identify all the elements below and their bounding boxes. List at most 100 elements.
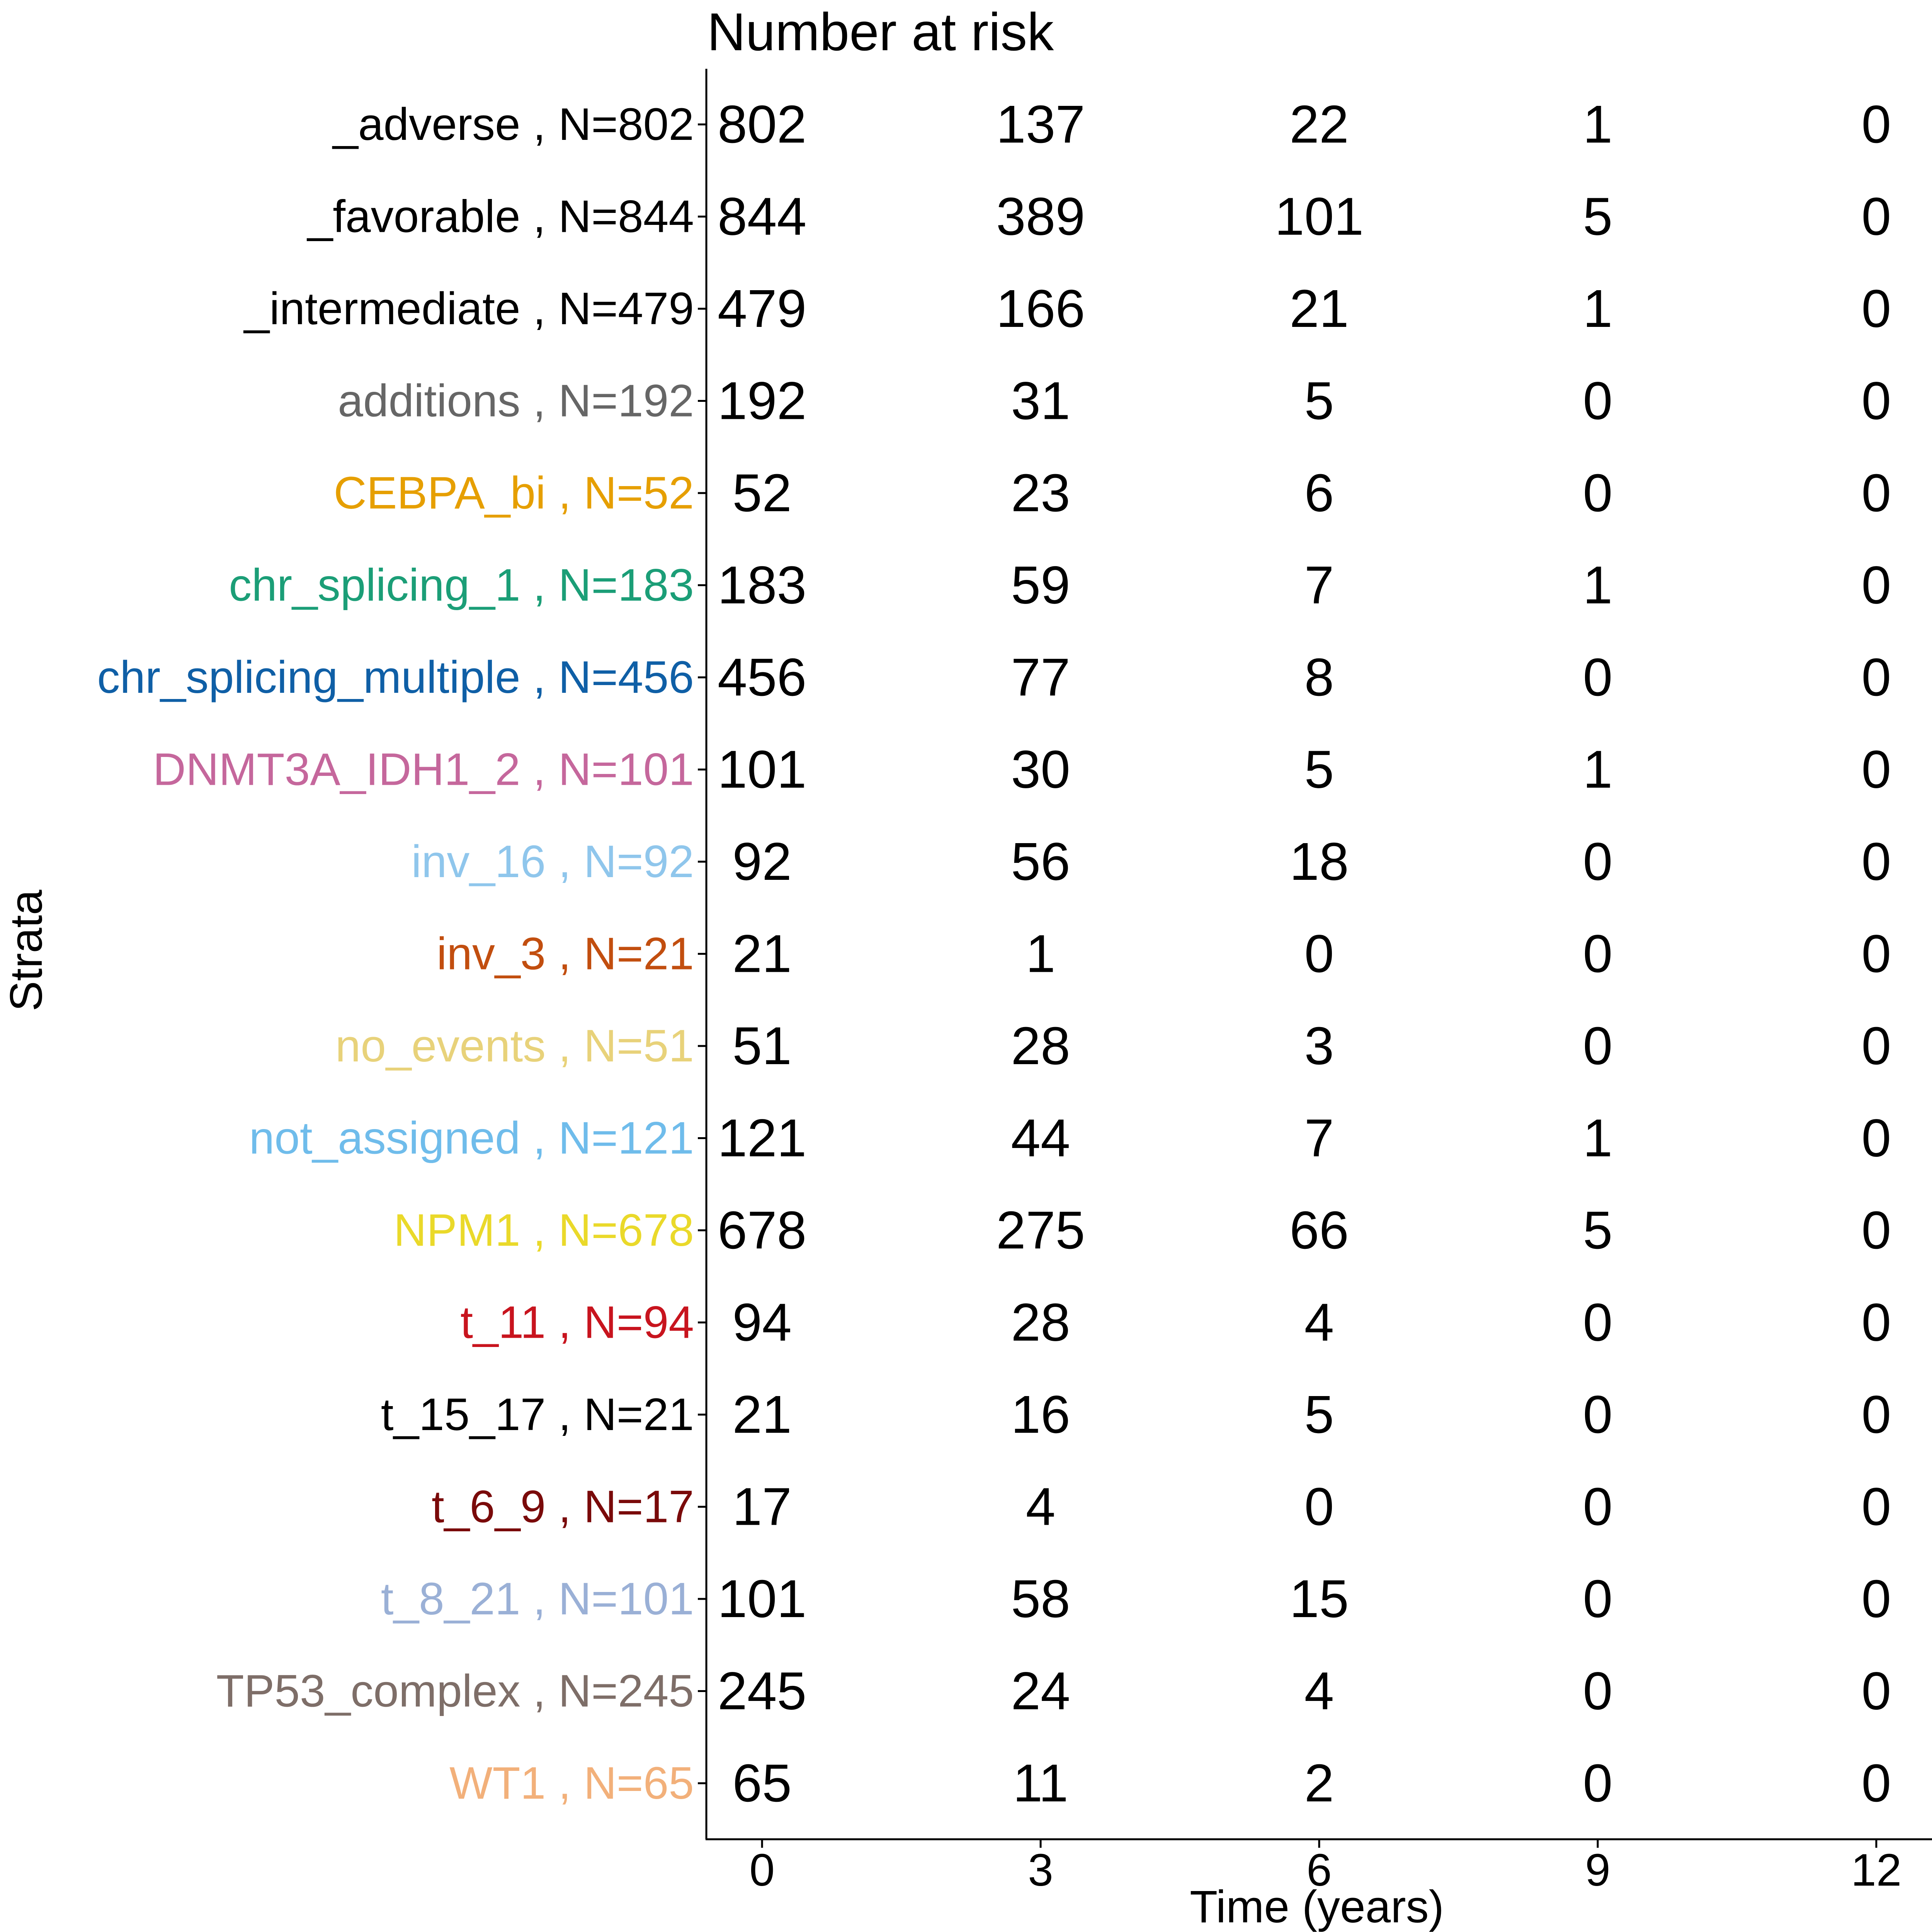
- stratum-label: inv_3 , N=21: [437, 929, 694, 980]
- risk-cell: 166: [996, 279, 1085, 338]
- risk-cell: 22: [1289, 95, 1349, 154]
- risk-cell: 4: [1304, 1662, 1334, 1721]
- risk-cell: 66: [1289, 1201, 1349, 1260]
- stratum-label: TP53_complex , N=245: [216, 1666, 694, 1717]
- risk-cell: 389: [996, 187, 1085, 247]
- risk-cell: 18: [1289, 832, 1349, 891]
- risk-cell: 0: [1861, 463, 1891, 523]
- risk-cell: 479: [718, 279, 806, 338]
- stratum-label: t_8_21 , N=101: [381, 1573, 694, 1624]
- stratum-label: not_assigned , N=121: [249, 1113, 694, 1164]
- stratum-label: DNMT3A_IDH1_2 , N=101: [153, 744, 694, 795]
- risk-cell: 101: [718, 1569, 806, 1629]
- risk-cell: 0: [1861, 1477, 1891, 1537]
- x-tick-label: 3: [1028, 1845, 1053, 1896]
- risk-cell: 121: [718, 1109, 806, 1168]
- risk-cell: 77: [1011, 648, 1070, 707]
- risk-cell: 101: [718, 740, 806, 799]
- risk-cell: 0: [1861, 371, 1891, 431]
- risk-cell: 0: [1861, 1109, 1891, 1168]
- stratum-label: t_15_17 , N=21: [381, 1389, 694, 1440]
- risk-cell: 5: [1583, 187, 1613, 247]
- risk-cell: 8: [1304, 648, 1334, 707]
- risk-cell: 0: [1583, 648, 1613, 707]
- risk-cell: 0: [1861, 187, 1891, 247]
- chart-title: Number at risk: [707, 2, 1054, 62]
- stratum-label: chr_splicing_1 , N=183: [229, 560, 694, 611]
- risk-cell: 0: [1583, 463, 1613, 523]
- risk-cell: 0: [1583, 1569, 1613, 1629]
- y-axis-title: Strata: [1, 889, 52, 1011]
- risk-cell: 28: [1011, 1016, 1070, 1076]
- risk-cell: 0: [1583, 832, 1613, 891]
- x-tick-label: 0: [749, 1845, 775, 1896]
- risk-cell: 21: [732, 924, 792, 984]
- stratum-label: _adverse , N=802: [332, 99, 694, 150]
- risk-cell: 6: [1304, 463, 1334, 523]
- risk-cell: 1: [1583, 1109, 1613, 1168]
- risk-cell: 2: [1304, 1753, 1334, 1813]
- risk-cell: 0: [1861, 1753, 1891, 1813]
- risk-cell: 24: [1011, 1662, 1070, 1721]
- risk-cell: 1: [1026, 924, 1056, 984]
- risk-cell: 44: [1011, 1109, 1070, 1168]
- x-axis-title: Time (years): [1190, 1881, 1444, 1932]
- risk-cell: 31: [1011, 371, 1070, 431]
- stratum-label: additions , N=192: [338, 376, 694, 427]
- risk-cell: 59: [1011, 556, 1070, 615]
- risk-cell: 52: [732, 463, 792, 523]
- risk-cell: 94: [732, 1293, 792, 1352]
- risk-cell: 1: [1583, 740, 1613, 799]
- risk-cell: 1: [1583, 279, 1613, 338]
- risk-cell: 0: [1583, 1385, 1613, 1444]
- risk-cell: 4: [1304, 1293, 1334, 1352]
- risk-cell: 58: [1011, 1569, 1070, 1629]
- risk-cell: 678: [718, 1201, 806, 1260]
- risk-cell: 21: [732, 1385, 792, 1444]
- stratum-label: _favorable , N=844: [307, 191, 694, 242]
- risk-cell: 192: [718, 371, 806, 431]
- x-tick-label: 9: [1585, 1845, 1611, 1896]
- risk-cell: 3: [1304, 1016, 1334, 1076]
- risk-cell: 137: [996, 95, 1085, 154]
- risk-cell: 51: [732, 1016, 792, 1076]
- risk-cell: 101: [1275, 187, 1364, 247]
- risk-cell: 183: [718, 556, 806, 615]
- stratum-label: t_11 , N=94: [460, 1297, 694, 1348]
- risk-cell: 7: [1304, 1109, 1334, 1168]
- risk-cell: 17: [732, 1477, 792, 1537]
- risk-cell: 5: [1583, 1201, 1613, 1260]
- risk-cell: 275: [996, 1201, 1085, 1260]
- risk-cell: 0: [1583, 371, 1613, 431]
- stratum-label: WT1 , N=65: [449, 1758, 694, 1809]
- risk-cell: 0: [1861, 740, 1891, 799]
- risk-cell: 0: [1861, 1016, 1891, 1076]
- stratum-label: NPM1 , N=678: [394, 1205, 694, 1256]
- risk-cell: 802: [718, 95, 806, 154]
- stratum-label: chr_splicing_multiple , N=456: [97, 652, 694, 703]
- risk-cell: 65: [732, 1753, 792, 1813]
- risk-cell: 0: [1861, 1385, 1891, 1444]
- risk-cell: 0: [1861, 1662, 1891, 1721]
- risk-cell: 92: [732, 832, 792, 891]
- risk-cell: 5: [1304, 371, 1334, 431]
- risk-cell: 1: [1583, 95, 1613, 154]
- stratum-label: CEBPA_bi , N=52: [334, 468, 694, 519]
- risk-cell: 0: [1861, 95, 1891, 154]
- risk-cell: 1: [1583, 556, 1613, 615]
- risk-cell: 16: [1011, 1385, 1070, 1444]
- risk-cell: 844: [718, 187, 806, 247]
- risk-cell: 23: [1011, 463, 1070, 523]
- strata-labels: _adverse , N=802 _favorable , N=844 _inter…: [97, 99, 706, 1809]
- risk-cell: 56: [1011, 832, 1070, 891]
- risk-cell: 5: [1304, 1385, 1334, 1444]
- risk-cell: 0: [1304, 1477, 1334, 1537]
- risk-cell: 0: [1583, 1662, 1613, 1721]
- risk-cell: 7: [1304, 556, 1334, 615]
- stratum-label: _intermediate , N=479: [243, 283, 694, 334]
- stratum-label: inv_16 , N=92: [412, 836, 694, 887]
- risk-cell: 21: [1289, 279, 1349, 338]
- risk-cell: 0: [1583, 1477, 1613, 1537]
- risk-cell: 4: [1026, 1477, 1056, 1537]
